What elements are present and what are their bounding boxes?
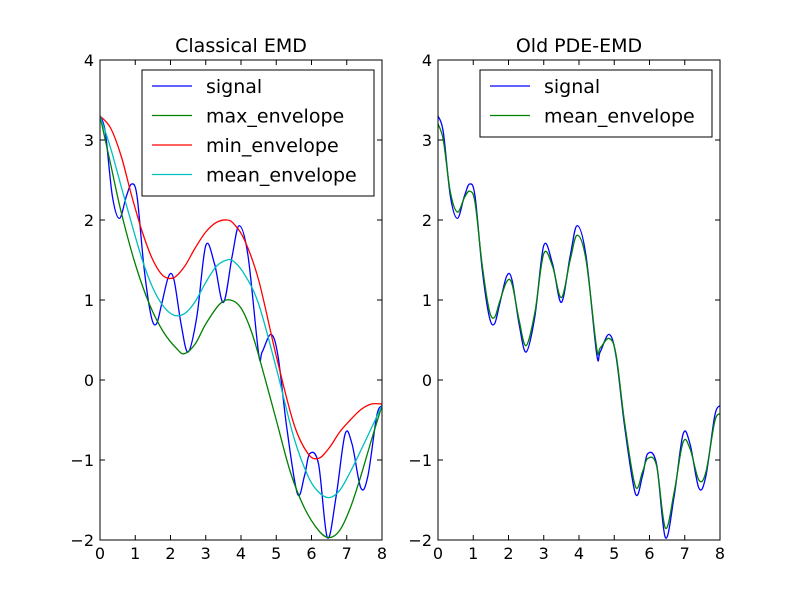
plot-area xyxy=(438,60,720,540)
legend: signal max_envelope min_envelope mean_envel… xyxy=(141,69,375,197)
x-tick-label: 0 xyxy=(433,544,443,563)
legend-box xyxy=(479,69,713,138)
series-line-max-envelope xyxy=(100,115,382,539)
chart-title: Classical EMD xyxy=(175,35,307,57)
x-tick-label: 6 xyxy=(306,544,316,563)
series-lines xyxy=(438,115,720,539)
y-tick-label: 4 xyxy=(84,51,94,70)
x-tick-label: 2 xyxy=(503,544,513,563)
y-tick-label: 0 xyxy=(84,371,94,390)
x-tick-label: 6 xyxy=(644,544,654,563)
y-tick-label: −1 xyxy=(70,451,94,470)
y-tick-label: 1 xyxy=(84,291,94,310)
y-tick-label: 2 xyxy=(84,211,94,230)
x-tick-label: 2 xyxy=(165,544,175,563)
legend-label: max_envelope xyxy=(206,106,344,128)
chart-panel-2: 0 1 2 3 4 5 6 7 8 −2 −1 0 1 2 3 4 Old PDE-EMD signal mean_… xyxy=(408,35,725,563)
y-tick-label: 3 xyxy=(84,131,94,150)
x-tick-label: 8 xyxy=(377,544,387,563)
chart-panel-1: 0 1 2 3 4 5 6 7 8 −2 −1 0 1 2 3 4 Classical EMD signal max… xyxy=(70,35,387,563)
x-tick-label: 1 xyxy=(468,544,478,563)
x-tick-label: 4 xyxy=(236,544,246,563)
series-lines xyxy=(100,115,382,539)
series-line-min-envelope xyxy=(100,115,382,460)
x-tick-label: 4 xyxy=(574,544,584,563)
y-tick-label: 4 xyxy=(422,51,432,70)
y-tick-label: 2 xyxy=(422,211,432,230)
x-tick-label: 1 xyxy=(130,544,140,563)
y-tick-label: −2 xyxy=(70,531,94,550)
x-tick-label: 7 xyxy=(680,544,690,563)
series-line-mean-envelope xyxy=(438,123,720,529)
legend-label: mean_envelope xyxy=(206,165,357,187)
x-tick-label: 5 xyxy=(271,544,281,563)
legend-label: signal xyxy=(544,76,600,98)
y-tick-label: 0 xyxy=(422,371,432,390)
legend-label: mean_envelope xyxy=(544,106,695,128)
y-tick-label: 1 xyxy=(422,291,432,310)
x-tick-label: 0 xyxy=(95,544,105,563)
series-line-signal xyxy=(100,115,382,539)
chart-title: Old PDE-EMD xyxy=(516,35,642,57)
x-tick-label: 7 xyxy=(342,544,352,563)
x-tick-label: 3 xyxy=(539,544,549,563)
y-tick-label: −2 xyxy=(408,531,432,550)
y-tick-label: −1 xyxy=(408,451,432,470)
x-tick-label: 5 xyxy=(609,544,619,563)
legend-label: signal xyxy=(206,76,262,98)
series-line-mean-envelope xyxy=(100,115,382,499)
y-tick-label: 3 xyxy=(422,131,432,150)
legend-label: min_envelope xyxy=(206,135,339,157)
x-tick-label: 3 xyxy=(201,544,211,563)
legend: signal mean_envelope xyxy=(479,69,713,138)
x-tick-label: 8 xyxy=(715,544,725,563)
